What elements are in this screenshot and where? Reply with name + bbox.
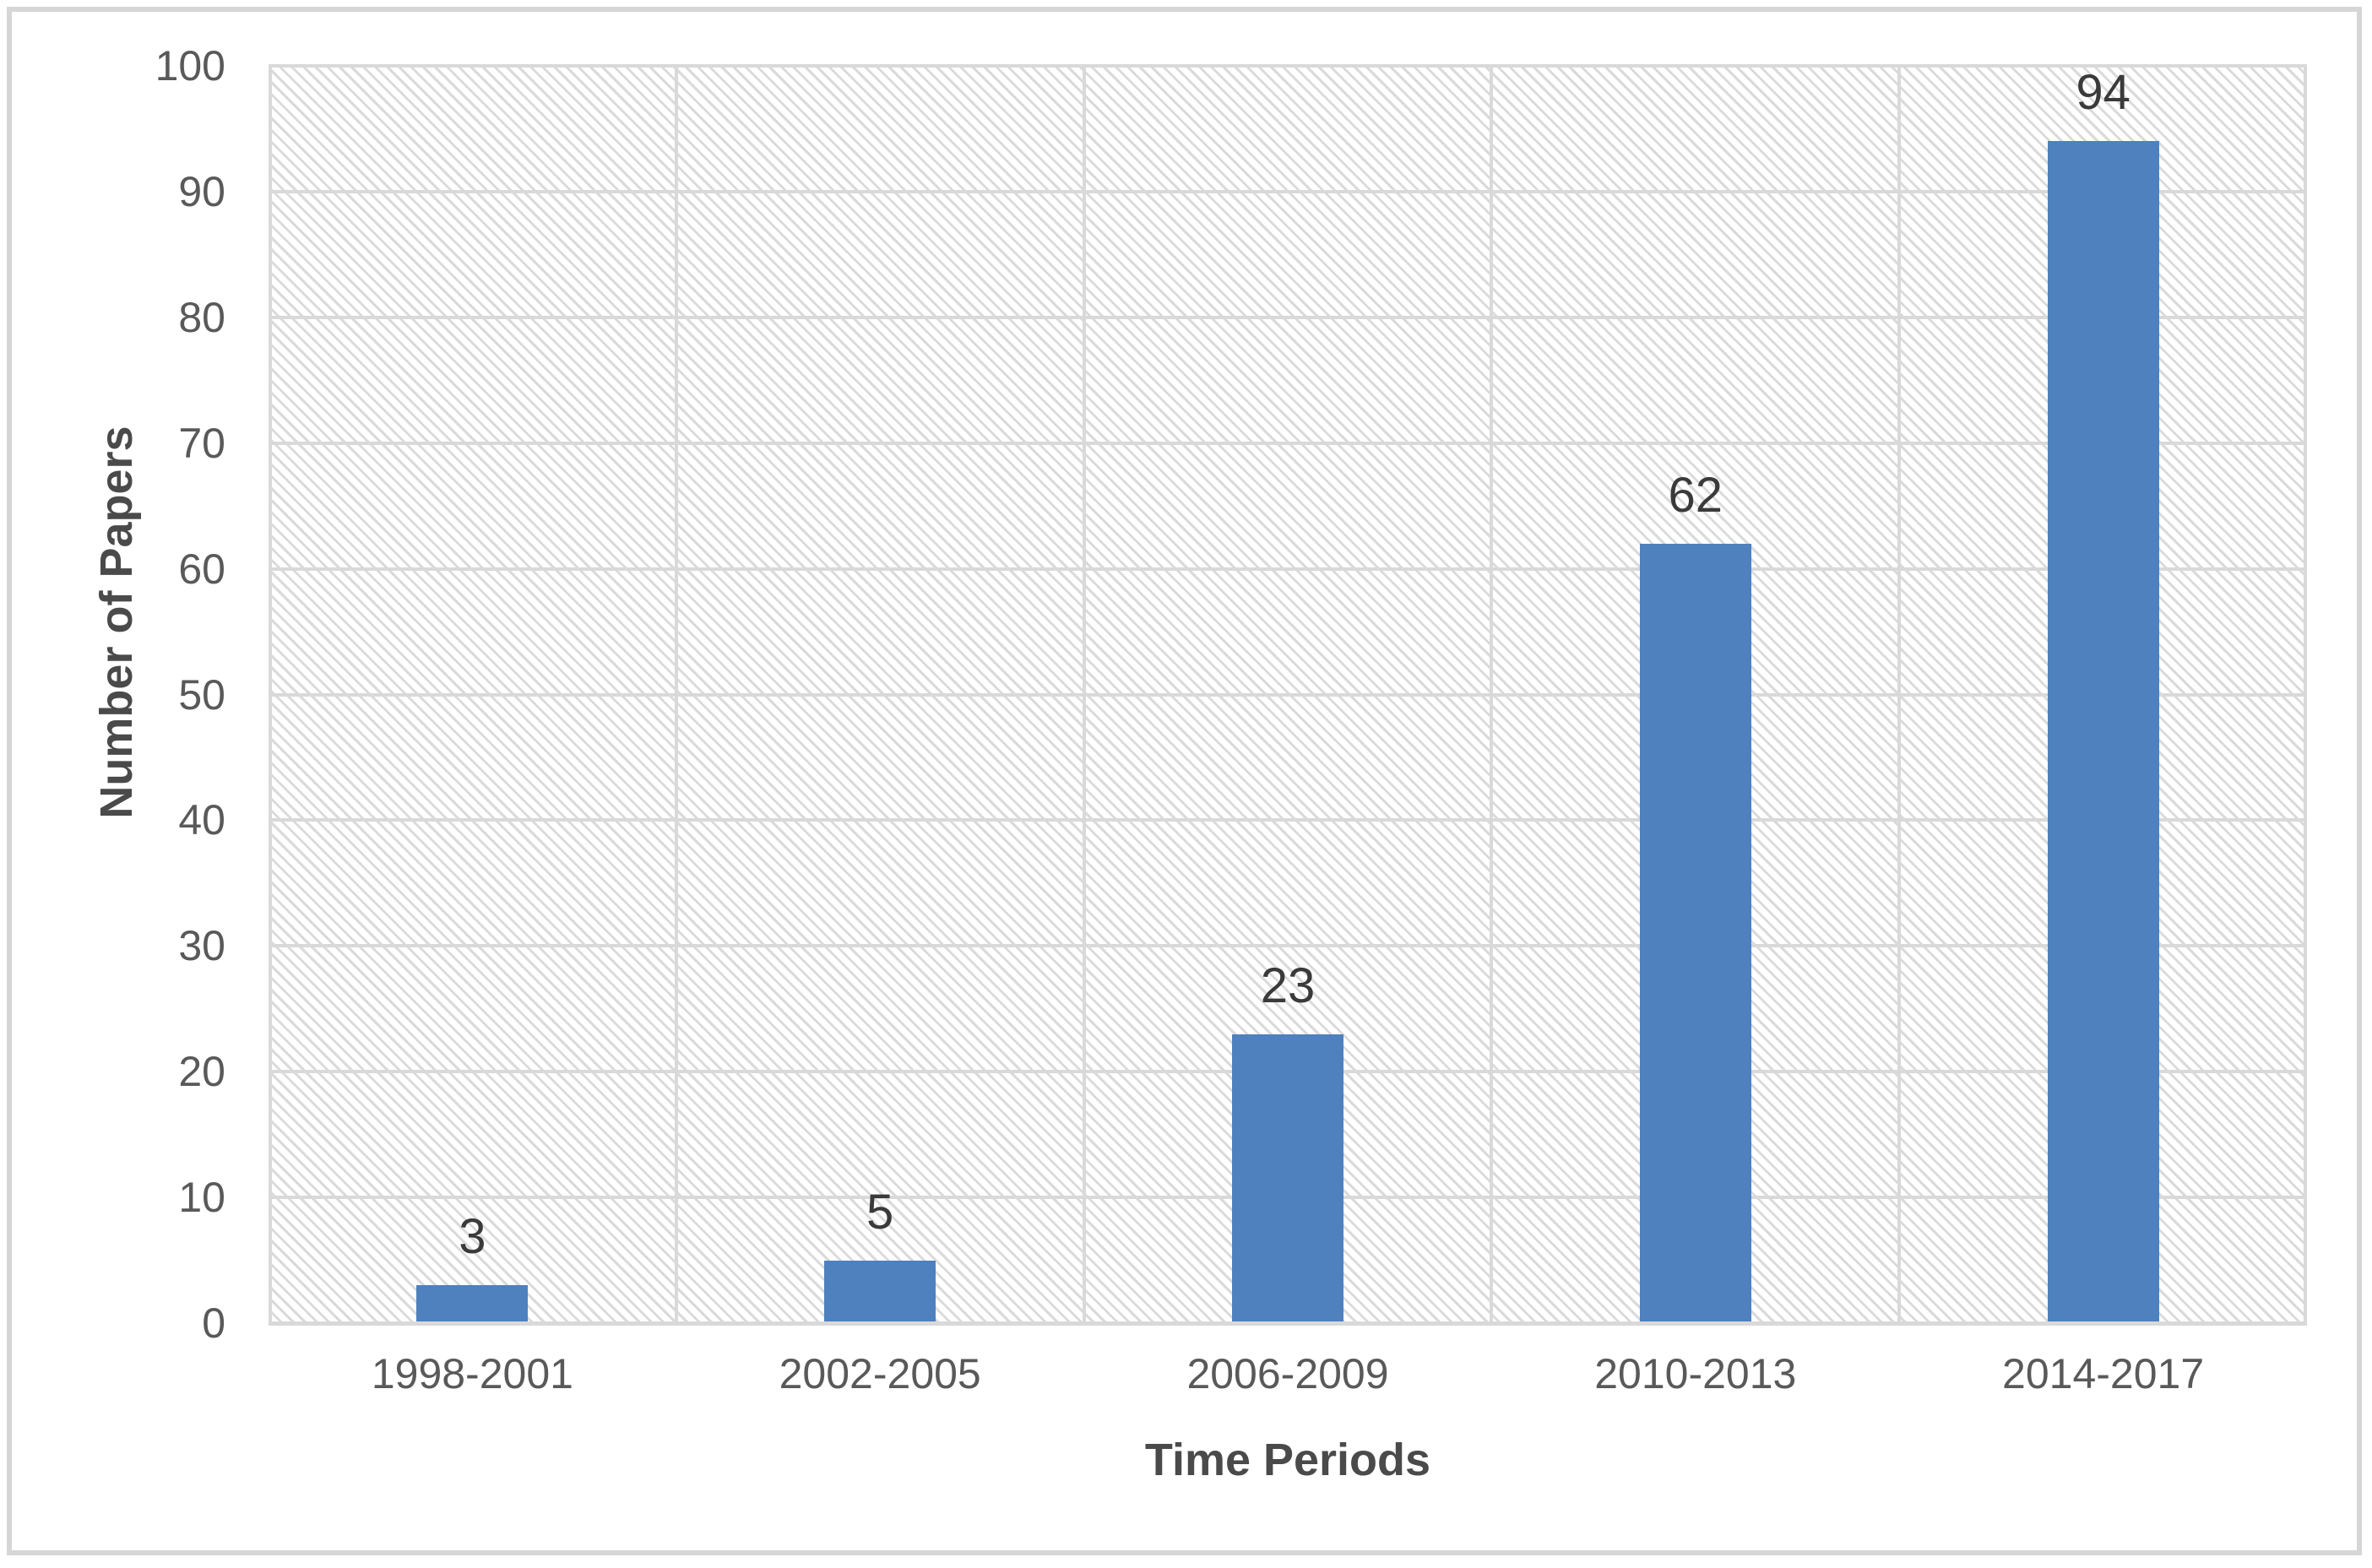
data-label-2010-2013: 62 xyxy=(1668,467,1723,523)
y-tick-80: 80 xyxy=(178,293,225,341)
gridline-y-40 xyxy=(269,818,2307,822)
data-label-1998-2001: 3 xyxy=(459,1209,486,1265)
data-label-2014-2017: 94 xyxy=(2076,65,2130,121)
gridline-x-1 xyxy=(675,66,678,1323)
data-label-2006-2009: 23 xyxy=(1260,958,1316,1013)
x-tick-2010-2013: 2010-2013 xyxy=(1594,1350,1797,1397)
y-tick-50: 50 xyxy=(178,670,225,719)
y-tick-40: 40 xyxy=(178,796,225,844)
gridline-x-3 xyxy=(1490,66,1493,1323)
gridline-x-2 xyxy=(1083,66,1086,1323)
gridline-y-70 xyxy=(269,441,2307,445)
y-tick-100: 100 xyxy=(155,42,225,90)
x-axis-title: Time Periods xyxy=(1144,1435,1431,1485)
data-label-2002-2005: 5 xyxy=(866,1184,894,1240)
plot-area xyxy=(269,64,2307,1323)
y-tick-30: 30 xyxy=(178,922,225,970)
y-tick-20: 20 xyxy=(178,1048,225,1096)
y-tick-10: 10 xyxy=(178,1174,225,1222)
bar-1998-2001 xyxy=(416,1285,529,1323)
bar-2010-2013 xyxy=(1639,543,1751,1323)
gridline-x-5 xyxy=(2304,66,2307,1323)
x-tick-1998-2001: 1998-2001 xyxy=(371,1350,573,1397)
x-tick-2014-2017: 2014-2017 xyxy=(2002,1350,2205,1397)
gridline-y-80 xyxy=(269,315,2307,319)
gridline-y-50 xyxy=(269,692,2307,697)
x-axis-line xyxy=(269,1321,2307,1326)
y-tick-0: 0 xyxy=(202,1299,225,1347)
y-tick-60: 60 xyxy=(178,545,225,593)
x-tick-2006-2009: 2006-2009 xyxy=(1186,1350,1389,1397)
y-tick-90: 90 xyxy=(178,167,225,215)
gridline-x-4 xyxy=(1897,66,1901,1323)
gridline-y-30 xyxy=(269,944,2307,948)
gridline-x-0 xyxy=(269,66,272,1323)
gridline-y-90 xyxy=(269,189,2307,193)
bar-2006-2009 xyxy=(1232,1034,1343,1323)
gridline-y-100 xyxy=(269,64,2307,68)
bar-2014-2017 xyxy=(2047,141,2159,1323)
bar-2002-2005 xyxy=(824,1260,936,1323)
y-tick-70: 70 xyxy=(178,419,225,467)
gridline-y-60 xyxy=(269,567,2307,571)
x-tick-2002-2005: 2002-2005 xyxy=(779,1350,981,1397)
y-axis-title: Number of Papers xyxy=(91,426,142,819)
